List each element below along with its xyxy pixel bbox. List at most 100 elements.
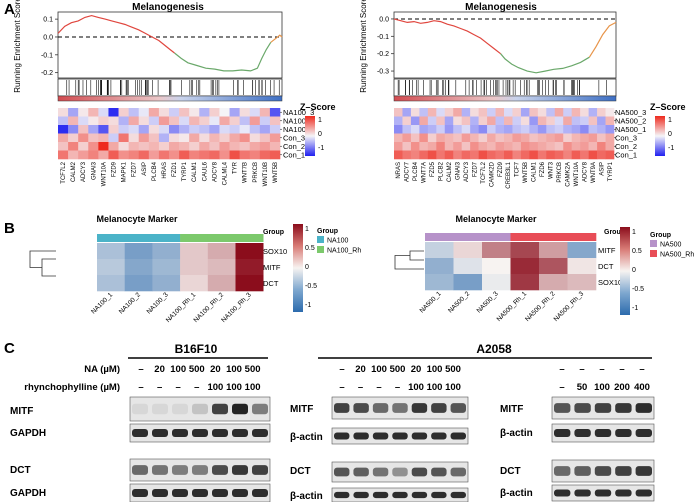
blot-band — [554, 489, 571, 497]
heatmap-cell — [461, 133, 471, 143]
label-a-bactin: β-actin — [290, 432, 323, 443]
a2058-rh-value: – — [339, 382, 344, 393]
heatmap-cell — [138, 142, 150, 151]
a2058b-na-value: – — [579, 364, 584, 375]
heatmap-cell — [419, 125, 429, 134]
heatmap-cell — [179, 116, 190, 126]
heatmap-cell — [580, 133, 589, 143]
heatmap-cell — [269, 150, 281, 160]
gene-label: SOX10 — [598, 278, 622, 287]
heatmap-cell — [169, 116, 180, 126]
a2058-rh-value: – — [395, 382, 400, 393]
heatmap-cell — [269, 133, 281, 143]
heatmap-gene-label: HRAS — [162, 162, 168, 179]
blot-band — [353, 467, 369, 477]
heatmap-cell — [128, 133, 140, 143]
heatmap-cell — [179, 142, 190, 151]
heatmap-cell — [148, 125, 160, 134]
group-annotation-cell — [97, 234, 125, 242]
heatmap-cell — [189, 125, 200, 134]
y-tick-label: 0.0 — [43, 34, 53, 41]
group-header-right: Group — [604, 229, 625, 236]
heatmap-cell — [148, 150, 160, 160]
heatmap-cell — [108, 142, 119, 151]
blot-band — [554, 466, 571, 476]
blot-band — [232, 429, 248, 437]
gsea-frame-right — [393, 11, 617, 79]
heatmap-row-label: Con_3 — [283, 134, 305, 143]
heatmap-gene-label: FZD9 — [112, 161, 118, 177]
heatmap-cell — [453, 274, 483, 291]
heatmap-gene-label: GNAI3 — [91, 161, 97, 180]
heatmap-row-label: Con_3 — [615, 134, 637, 143]
heatmap-gene-label: ASIP — [142, 162, 148, 176]
heatmap-cell — [512, 150, 522, 160]
heatmap-cell — [588, 133, 598, 143]
heatmap-cell — [108, 133, 119, 143]
group-annotation-cell — [180, 234, 209, 242]
heatmap-gene-label: NRAS — [396, 162, 402, 179]
heatmap-cell — [148, 133, 160, 143]
heatmap-row-label: NA100_3 — [283, 108, 314, 117]
heatmap-cell — [470, 116, 479, 126]
label-a-dct: DCT — [290, 466, 311, 477]
heatmap-cell — [118, 133, 129, 143]
sample-label: NA500_3 — [476, 290, 500, 314]
heatmap-cell — [605, 133, 615, 143]
gsea-title-left: Melanogenesis — [132, 2, 204, 13]
heatmap-cell — [219, 150, 230, 160]
heatmap-cell — [269, 125, 281, 134]
scale-tick: 0 — [305, 264, 309, 271]
cell-title-a2058: A2058 — [476, 342, 512, 356]
blot-ab-bactin — [551, 423, 655, 443]
label-b16-mitf: MITF — [10, 406, 33, 417]
heatmap-cell — [470, 125, 479, 134]
heatmap-cell — [124, 243, 153, 260]
heatmap-cell — [239, 133, 251, 143]
heatmap-cell — [482, 274, 511, 291]
heatmap-gene-label: PLCB4 — [152, 161, 158, 181]
heatmap-cell — [229, 150, 240, 160]
blot-band — [574, 489, 591, 497]
heatmap-cell — [520, 108, 530, 117]
blot-band — [431, 403, 447, 413]
scale-tick: 0 — [632, 267, 636, 274]
heatmap-cell — [58, 142, 69, 151]
scale-tick: 0.5 — [632, 248, 642, 255]
a2058b-na-value: – — [559, 364, 564, 375]
heatmap-cell — [128, 125, 140, 134]
b16-rh-value: – — [194, 382, 199, 393]
heatmap-cell — [563, 150, 572, 160]
blot-band — [212, 429, 228, 437]
marker-title-left: Melanocyte Marker — [96, 214, 178, 224]
heatmap-cell — [249, 150, 261, 160]
blot-band — [431, 432, 447, 440]
cell-title-b16f10: B16F10 — [175, 342, 218, 356]
heatmap-cell — [504, 150, 513, 160]
scale-tick: -0.5 — [305, 283, 317, 290]
heatmap-cell — [512, 133, 522, 143]
blot-band — [594, 403, 612, 413]
b16-rh-value: – — [157, 382, 162, 393]
legend-label: NA100_Rh — [327, 248, 361, 255]
heatmap-cell — [529, 125, 539, 134]
marker-title-right: Melanocyte Marker — [455, 214, 537, 224]
heatmap-cell — [269, 142, 281, 151]
b16-rh-value: 100 — [207, 382, 223, 393]
y-tick-label: -0.3 — [377, 69, 389, 76]
blot-band — [635, 466, 652, 476]
blot-band — [232, 465, 248, 475]
heatmap-cell — [425, 258, 454, 275]
heatmap-cell — [124, 275, 153, 292]
heatmap-cell — [410, 108, 420, 117]
label-ab-mitf: MITF — [500, 404, 523, 415]
heatmap-cell — [169, 125, 180, 134]
blot-band — [372, 403, 389, 413]
heatmap-cell — [118, 125, 129, 134]
heatmap-cell — [138, 133, 150, 143]
heatmap-cell — [402, 142, 412, 151]
heatmap-cell — [605, 125, 615, 134]
rh-label: rhynchophylline (µM) — [24, 382, 120, 393]
heatmap-cell — [239, 125, 251, 134]
blot-band — [411, 467, 428, 477]
